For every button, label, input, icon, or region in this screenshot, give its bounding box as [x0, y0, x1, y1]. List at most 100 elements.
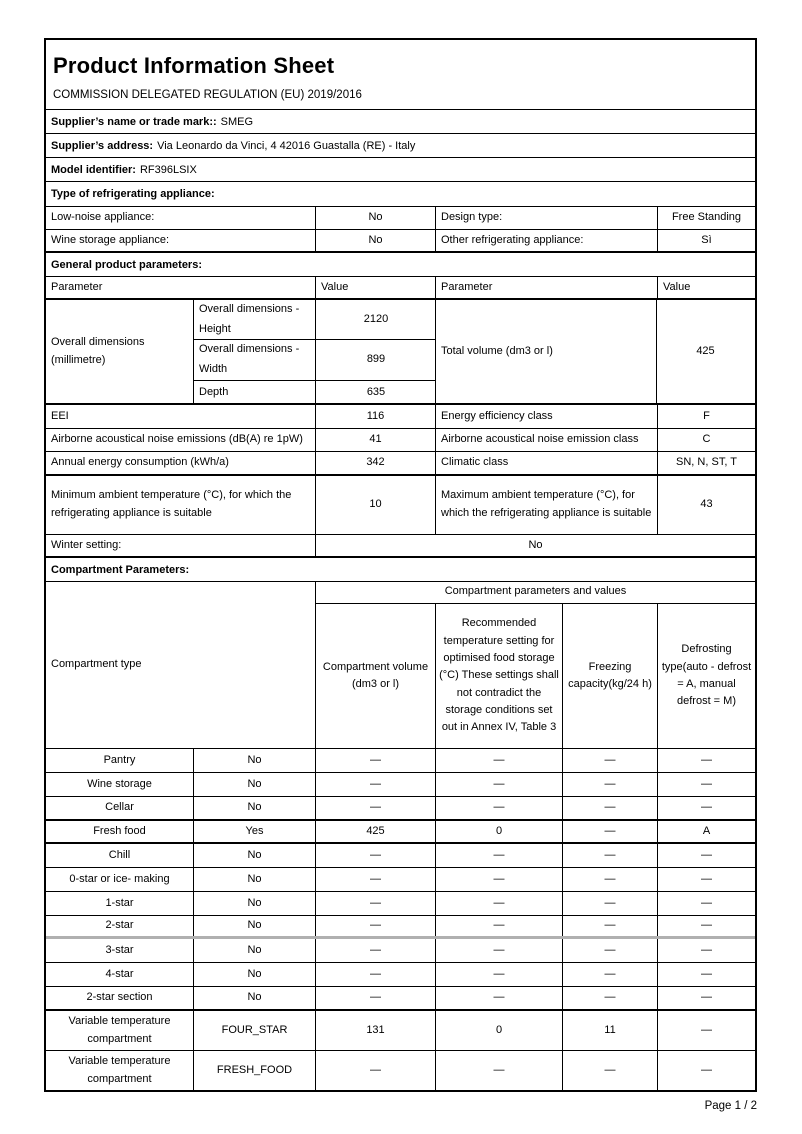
compartment-present-cell: No [194, 963, 316, 986]
other-refrigerating-appliance-label: Other refrigerating appliance: [436, 230, 658, 251]
compartment-type-cell: 4-star [46, 963, 194, 986]
compartment-header-right: Compartment parameters and values Compar… [316, 582, 755, 748]
energy-class-label: Energy efficiency class [436, 405, 658, 428]
winter-setting-value: No [528, 538, 543, 551]
compartment-present-cell: Yes [194, 821, 316, 842]
compartment-type-cell: Fresh food [46, 821, 194, 842]
energy-class-value: F [703, 409, 710, 422]
compartment-volume-cell: — [316, 797, 436, 819]
compartment-present-cell: No [194, 773, 316, 796]
table-row-low-noise: Low-noise appliance: No Design type: Fre… [46, 207, 755, 230]
compartment-row-wine-storage: Wine storage No — — — — [46, 773, 755, 797]
compartment-present-cell: No [194, 797, 316, 819]
compartment-freezing-cell: — [563, 749, 658, 772]
noise-emissions-label: Airborne acoustical noise emissions (dB(… [46, 429, 316, 451]
column-header-compartment-type: Compartment type [46, 582, 316, 748]
dimension-depth-value: 635 [366, 386, 386, 399]
low-noise-value: No [316, 207, 436, 229]
dimension-height-label: Overall dimensions - Height [194, 300, 316, 339]
overall-dimensions-label: Overall dimensions (millimetre) [46, 300, 194, 403]
compartment-type-cell: Variable temperature compartment [46, 1011, 194, 1050]
noise-class-label: Airborne acoustical noise emission class [436, 429, 658, 451]
winter-setting-label: Winter setting: [46, 535, 316, 556]
compartment-freezing-cell: 11 [563, 1011, 658, 1050]
table-row-annual-energy: Annual energy consumption (kWh/a) 342 Cl… [46, 452, 755, 476]
eei-label: EEI [46, 405, 316, 428]
appliance-type-section-header: Type of refrigerating appliance: [46, 182, 755, 207]
compartment-temperature-cell: — [436, 868, 563, 891]
page-number: Page 1 / 2 [704, 1100, 757, 1112]
column-header-value-1: Value [316, 277, 436, 298]
compartment-temperature-cell: — [436, 892, 563, 915]
compartment-volume-cell: — [316, 1051, 436, 1090]
compartment-volume-cell: — [316, 916, 436, 936]
compartment-present-cell: No [194, 868, 316, 891]
compartment-row-1-star: 1-star No — — — — [46, 892, 755, 916]
annual-energy-label: Annual energy consumption (kWh/a) [46, 452, 316, 474]
compartment-type-cell: 2-star [46, 916, 194, 936]
table-row-wine-storage-appliance: Wine storage appliance: No Other refrige… [46, 230, 755, 253]
compartment-defrost-cell: — [701, 777, 712, 790]
title-block: Product Information Sheet COMMISSION DEL… [46, 40, 755, 110]
table-row-winter-setting: Winter setting: No [46, 535, 755, 558]
supplier-address-row: Supplier’s address: Via Leonardo da Vinc… [46, 134, 755, 158]
compartment-row-variable-fresh-food: Variable temperature compartment FRESH_F… [46, 1051, 755, 1090]
compartment-temperature-cell: — [436, 1051, 563, 1090]
max-ambient-temperature-label: Maximum ambient temperature (°C), for wh… [436, 476, 658, 534]
compartment-volume-cell: — [316, 868, 436, 891]
design-type-label: Design type: [436, 207, 658, 229]
max-ambient-temperature-value: 43 [700, 498, 713, 511]
supplier-name-row: Supplier’s name or trade mark:: SMEG [46, 110, 755, 134]
compartment-row-chill: Chill No — — — — [46, 844, 755, 868]
model-identifier-value: RF396LSIX [139, 163, 197, 176]
compartment-group-header: Compartment parameters and values [316, 582, 755, 604]
compartment-row-fresh-food: Fresh food Yes 425 0 — A [46, 821, 755, 844]
eei-value: 116 [316, 405, 436, 428]
general-parameters-column-headers: Parameter Value Parameter Value [46, 277, 755, 300]
compartment-row-2-star: 2-star No — — — — [46, 916, 755, 939]
compartment-freezing-cell: — [563, 868, 658, 891]
compartment-volume-cell: — [316, 963, 436, 986]
compartment-defrost-cell: — [701, 967, 712, 980]
compartment-freezing-cell: — [563, 1051, 658, 1090]
compartment-present-cell: No [194, 749, 316, 772]
climatic-class-label: Climatic class [436, 452, 658, 474]
noise-class-value: C [702, 433, 711, 446]
supplier-address-value: Via Leonardo da Vinci, 4 42016 Guastalla… [157, 139, 416, 152]
supplier-name-value: SMEG [220, 115, 254, 128]
min-ambient-temperature-label: Minimum ambient temperature (°C), for wh… [46, 476, 316, 534]
compartment-type-cell: Variable temperature compartment [46, 1051, 194, 1090]
compartment-freezing-cell: — [563, 821, 658, 842]
product-sheet: Product Information Sheet COMMISSION DEL… [44, 38, 757, 1092]
compartment-temperature-cell: — [436, 939, 563, 962]
compartment-temperature-cell: — [436, 844, 563, 867]
table-row-eei: EEI 116 Energy efficiency class F [46, 405, 755, 429]
compartment-freezing-cell: — [563, 987, 658, 1009]
column-header-defrosting-type: Defrosting type(auto - defrost = A, manu… [661, 643, 752, 708]
compartment-type-cell: Chill [46, 844, 194, 867]
dimension-depth-row: Depth 635 [194, 381, 436, 405]
compartment-row-3-star: 3-star No — — — — [46, 939, 755, 963]
noise-emissions-value: 41 [316, 429, 436, 451]
compartment-row-2-star-section: 2-star section No — — — — [46, 987, 755, 1011]
dimensions-sub-table: Overall dimensions - Height 2120 Overall… [194, 300, 436, 405]
compartment-defrost-cell: — [701, 848, 712, 861]
other-refrigerating-appliance-value: Sì [701, 233, 712, 246]
compartment-defrost-cell: — [701, 1023, 712, 1036]
compartment-type-cell: 3-star [46, 939, 194, 962]
compartment-freezing-cell: — [563, 844, 658, 867]
compartment-defrost-cell: — [701, 872, 712, 885]
compartment-row-pantry: Pantry No — — — — [46, 749, 755, 773]
compartment-defrost-cell: — [701, 801, 712, 814]
compartment-row-0-star: 0-star or ice- making No — — — — [46, 868, 755, 892]
compartment-defrost-cell: — [701, 943, 712, 956]
supplier-name-label: Supplier’s name or trade mark:: [51, 115, 217, 128]
supplier-address-label: Supplier’s address: [51, 139, 154, 152]
compartment-volume-cell: — [316, 844, 436, 867]
dimension-depth-label: Depth [194, 381, 316, 405]
compartment-type-cell: Cellar [46, 797, 194, 819]
compartment-present-cell: No [194, 916, 316, 936]
compartment-present-cell: No [194, 939, 316, 962]
compartment-defrost-cell: — [701, 991, 712, 1004]
